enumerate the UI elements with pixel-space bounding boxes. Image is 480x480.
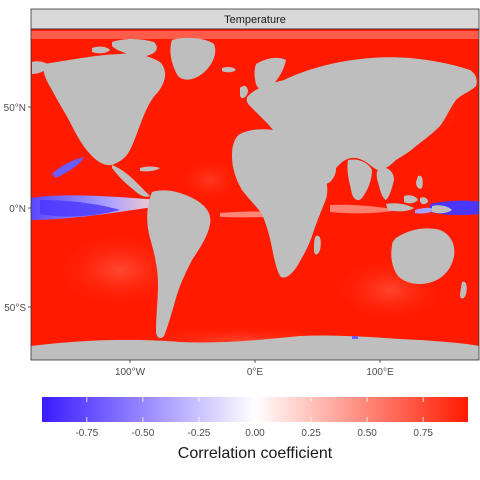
- canadian-arctic-islands: [112, 39, 157, 56]
- british-isles: [240, 85, 248, 99]
- madagascar: [314, 235, 321, 255]
- y-tick-label: 0°N: [9, 204, 26, 215]
- x-tick-label: 0°E: [247, 367, 264, 378]
- colorbar-tick-label: -0.25: [188, 428, 211, 439]
- colorbar-tick-label: 0.00: [245, 428, 265, 439]
- y-tick-label: 50°S: [4, 303, 26, 314]
- new-guinea: [432, 205, 452, 214]
- sumatra-java: [386, 203, 414, 212]
- new-zealand: [460, 281, 467, 299]
- africa: [232, 129, 328, 278]
- y-tick-label: 50°N: [4, 103, 26, 114]
- colorbar-tick-label: -0.75: [75, 428, 98, 439]
- arctic-island: [92, 46, 110, 54]
- australia: [391, 228, 455, 284]
- colorbar-tick-label: -0.50: [131, 428, 154, 439]
- colorbar-title: Correlation coefficient: [178, 445, 333, 462]
- sulawesi: [420, 197, 428, 205]
- india: [347, 159, 372, 201]
- caribbean-islands: [140, 166, 160, 172]
- arabian-peninsula: [309, 155, 337, 185]
- facet-strip-label: Temperature: [224, 14, 286, 26]
- facet-strip: Temperature: [30, 8, 480, 30]
- southern-ocean-speck: [352, 336, 358, 339]
- map-panel: [31, 29, 479, 360]
- colorbar-legend: -0.75 -0.50 -0.25 0.00 0.25 0.50 0.75 Correlat…: [42, 397, 468, 462]
- land-masses: [31, 37, 479, 360]
- west-pacific-cold-band-edge: [415, 207, 436, 214]
- south-america: [147, 190, 211, 338]
- borneo: [404, 195, 418, 204]
- antarctica: [31, 335, 479, 360]
- colorbar-tick-label: 0.75: [413, 428, 433, 439]
- japan: [426, 109, 439, 133]
- greenland: [170, 37, 216, 80]
- colorbar-tick-label: 0.25: [301, 428, 321, 439]
- alaska: [32, 61, 50, 74]
- equatorial-pacific-core: [40, 200, 120, 217]
- colorbar-ticks: -0.75 -0.50 -0.25 0.00 0.25 0.50 0.75: [75, 397, 433, 439]
- central-america: [112, 165, 150, 197]
- x-axis: 100°W 0°E 100°E: [115, 360, 394, 378]
- y-axis: 50°N 0°N 50°S: [4, 103, 31, 314]
- arctic-band: [31, 31, 479, 39]
- north-america: [43, 53, 166, 166]
- indochina: [376, 167, 394, 200]
- iceland: [222, 66, 236, 73]
- north-pacific-cold-streak: [52, 157, 84, 178]
- x-tick-label: 100°W: [115, 367, 146, 378]
- philippines: [416, 175, 423, 189]
- scandinavia: [254, 57, 286, 91]
- colorbar-tick-label: 0.50: [357, 428, 377, 439]
- ocean-patch: [175, 155, 245, 205]
- x-tick-label: 100°E: [366, 367, 394, 378]
- indian-ocean-pale-strip: [330, 204, 400, 214]
